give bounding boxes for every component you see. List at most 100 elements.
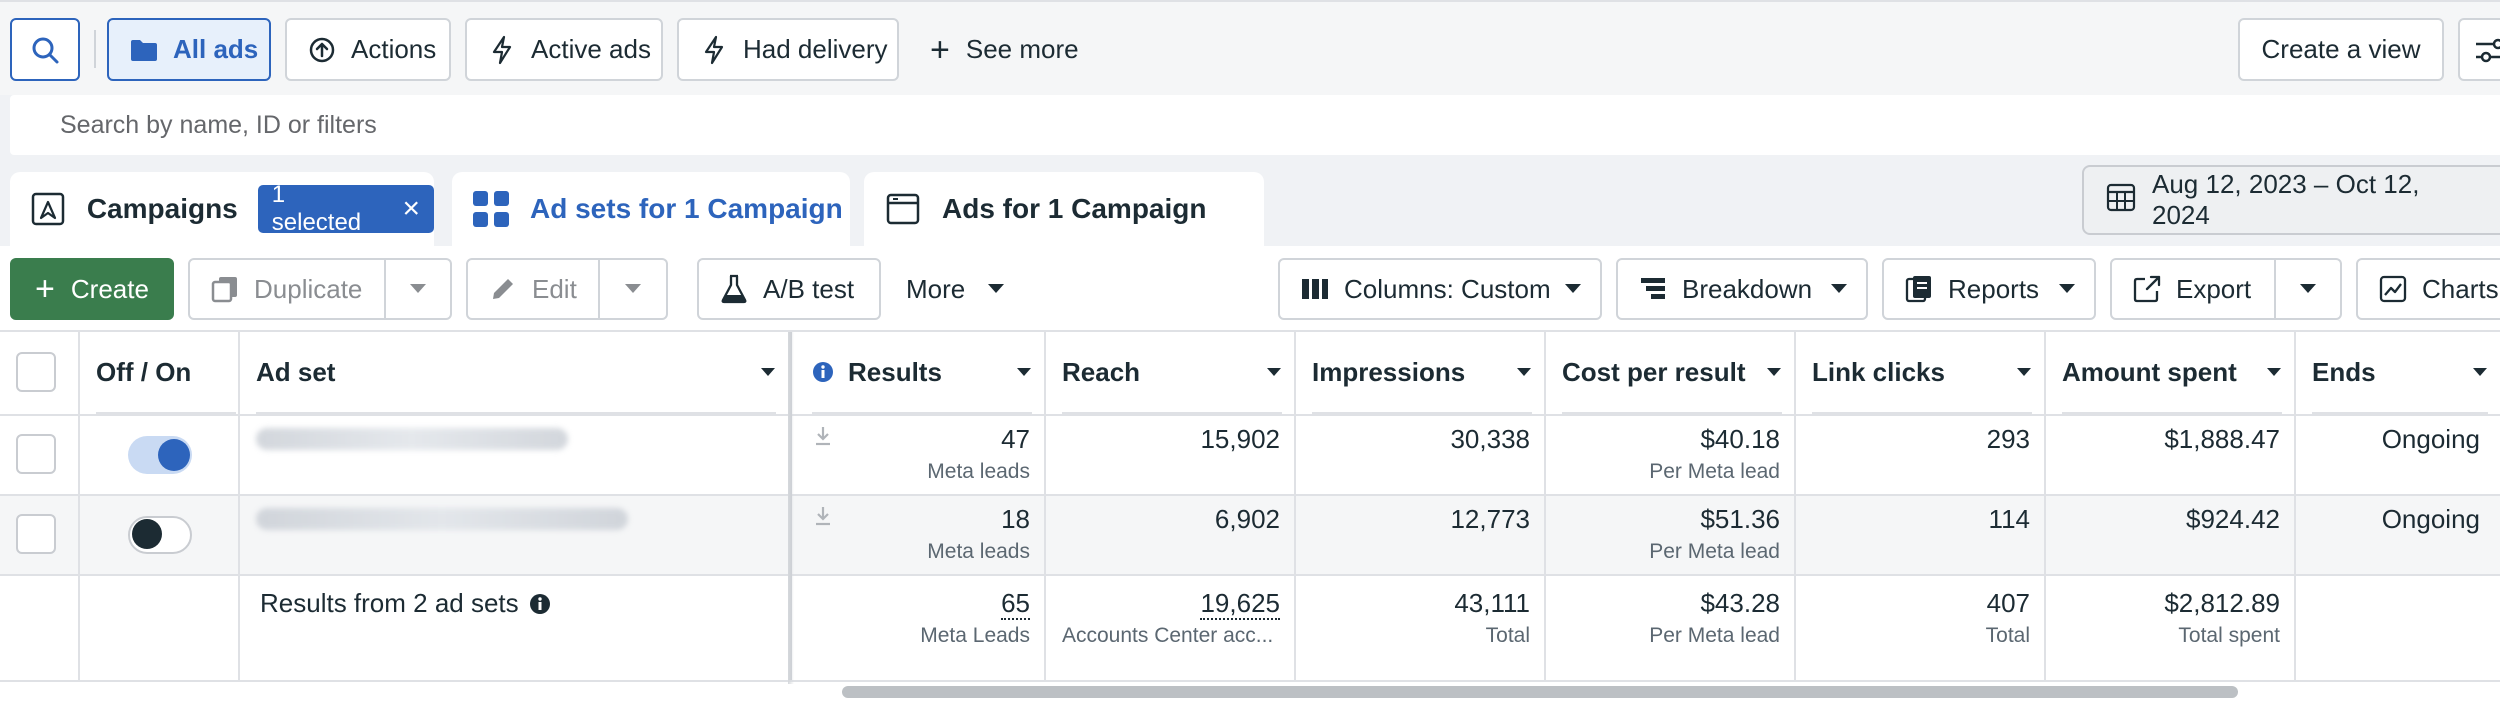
close-icon[interactable]: × (402, 192, 420, 225)
caret-down-icon (761, 368, 775, 376)
cell-cost-sub: Per Meta lead (1649, 540, 1780, 563)
duplicate-button[interactable]: Duplicate (188, 258, 386, 320)
see-more-button[interactable]: + See more (930, 18, 1079, 81)
filter-active-ads[interactable]: Active ads (465, 18, 663, 81)
export-label: Export (2176, 273, 2252, 304)
cell-reach: 6,902 (1214, 504, 1280, 534)
ad-set-name-redacted[interactable] (256, 508, 628, 530)
action-toolbar: + Create Duplicate Edit A/B test (0, 246, 2500, 332)
more-button[interactable]: More (906, 258, 1005, 320)
row-toggle-off[interactable] (128, 516, 192, 554)
duplicate-dropdown[interactable] (386, 258, 452, 320)
summary-amount-spent: $2,812.89 (2164, 588, 2280, 618)
info-icon (813, 362, 833, 382)
tab-ads[interactable]: Ads for 1 Campaign (864, 172, 1264, 246)
frozen-shadow (788, 332, 794, 684)
col-header-impressions[interactable]: Impressions (1312, 332, 1532, 414)
summary-cost-sub: Per Meta lead (1649, 624, 1780, 647)
col-header-impressions-label: Impressions (1312, 356, 1466, 387)
filter-had-delivery[interactable]: Had delivery (677, 18, 899, 81)
selected-chip[interactable]: 1 selected × (257, 181, 434, 236)
col-header-ad-set[interactable]: Ad set (256, 332, 776, 414)
row-divider (0, 414, 2500, 416)
cell-results: 18 (1001, 504, 1030, 534)
date-range-picker[interactable]: Aug 12, 2023 – Oct 12, 2024 (2082, 165, 2500, 235)
cell-ends: Ongoing (2381, 424, 2480, 454)
caret-down-icon (1517, 368, 1531, 376)
ab-test-button[interactable]: A/B test (697, 258, 881, 320)
chevron-down-icon (2300, 284, 2316, 293)
create-view-label: Create a view (2261, 34, 2421, 64)
tab-ad-sets[interactable]: Ad sets for 1 Campaign (452, 172, 850, 246)
col-header-toggle-label: Off / On (96, 356, 192, 387)
filter-active-ads-label: Active ads (531, 34, 651, 64)
col-header-reach-label: Reach (1062, 356, 1141, 387)
breakdown-label: Breakdown (1682, 273, 1813, 304)
breakdown-button[interactable]: Breakdown (1616, 258, 1868, 320)
row-checkbox[interactable] (16, 514, 56, 554)
ad-set-name-redacted[interactable] (256, 428, 568, 450)
filter-actions[interactable]: Actions (285, 18, 451, 81)
col-header-cost-per-result[interactable]: Cost per result (1562, 332, 1782, 414)
row-checkbox[interactable] (16, 434, 56, 474)
reports-button[interactable]: Reports (1882, 258, 2096, 320)
tab-campaigns[interactable]: Campaigns 1 selected × (10, 172, 434, 246)
chevron-down-icon (410, 284, 426, 293)
folder-icon (129, 35, 159, 65)
info-icon[interactable] (529, 593, 551, 615)
filter-settings-button[interactable] (2458, 18, 2500, 81)
more-label: More (906, 273, 966, 304)
breakdown-icon (1638, 274, 1668, 304)
duplicate-label: Duplicate (254, 273, 363, 304)
col-header-toggle: Off / On (96, 332, 236, 414)
summary-amount-spent-sub: Total spent (2178, 624, 2280, 647)
col-header-amount-spent[interactable]: Amount spent (2062, 332, 2282, 414)
row-toggle-on[interactable] (128, 436, 192, 474)
lightning-icon (487, 35, 517, 65)
caret-down-icon (2267, 368, 2281, 376)
col-divider (1794, 332, 1796, 680)
row-divider (0, 494, 2500, 496)
export-dropdown[interactable] (2276, 258, 2342, 320)
summary-link-clicks-sub: Total (1985, 624, 2030, 647)
lightning-icon (699, 35, 729, 65)
search-button[interactable] (10, 18, 80, 81)
reports-icon (1904, 274, 1934, 304)
filter-bar: All ads Actions Active ads Had delivery … (0, 0, 2500, 95)
see-more-label: See more (965, 34, 1079, 64)
search-placeholder: Search by name, ID or filters (60, 110, 377, 139)
export-icon (2132, 274, 2162, 304)
export-button[interactable]: Export (2110, 258, 2276, 320)
cell-results-sub: Meta leads (927, 540, 1030, 563)
chevron-down-icon (1831, 284, 1847, 293)
charts-button[interactable]: Charts (2356, 258, 2500, 320)
divider (94, 30, 96, 68)
filter-all-ads[interactable]: All ads (107, 18, 271, 81)
cell-cost: $40.18 (1700, 424, 1780, 454)
col-header-results[interactable]: Results (812, 332, 1032, 414)
col-header-ends[interactable]: Ends (2312, 332, 2488, 414)
create-button[interactable]: + Create (10, 258, 174, 320)
cell-ends: Ongoing (2381, 504, 2480, 534)
toggle-knob (132, 519, 162, 549)
col-header-amount-spent-label: Amount spent (2062, 356, 2237, 387)
col-divider (238, 332, 240, 680)
horizontal-scrollbar[interactable] (842, 686, 2238, 698)
select-all-checkbox[interactable] (16, 352, 56, 392)
cell-cost: $51.36 (1700, 504, 1780, 534)
toggle-knob (158, 439, 190, 471)
edit-dropdown[interactable] (600, 258, 668, 320)
edit-button[interactable]: Edit (466, 258, 600, 320)
columns-button[interactable]: Columns: Custom (1278, 258, 1602, 320)
flask-icon (719, 274, 749, 304)
col-header-results-label: Results (848, 356, 942, 387)
search-input[interactable]: Search by name, ID or filters (10, 95, 2500, 155)
summary-results-value: 65 (1001, 588, 1030, 620)
row-divider (0, 680, 2500, 682)
summary-cost: $43.28 (1700, 588, 1780, 618)
col-header-link-clicks[interactable]: Link clicks (1812, 332, 2032, 414)
col-divider (1544, 332, 1546, 680)
col-header-reach[interactable]: Reach (1062, 332, 1282, 414)
create-view-button[interactable]: Create a view (2238, 18, 2444, 81)
